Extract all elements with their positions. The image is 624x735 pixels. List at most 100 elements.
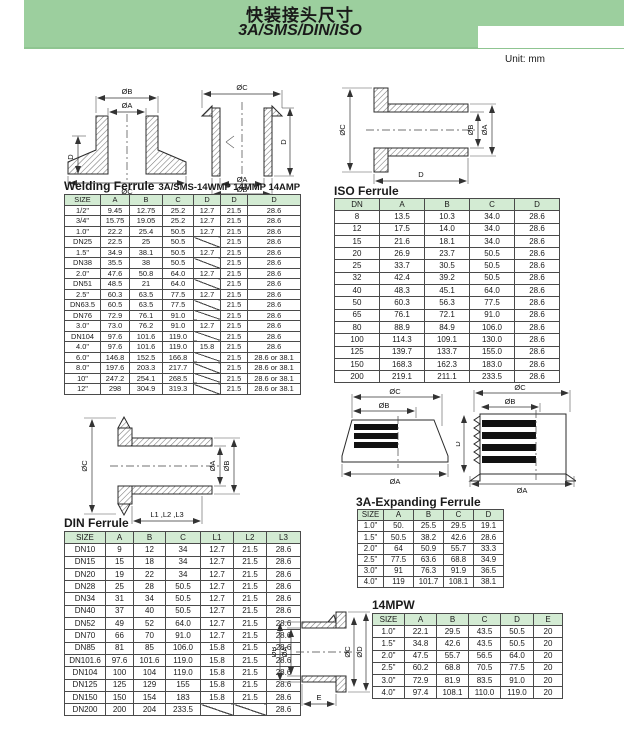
table-cell: 64.0 — [500, 649, 534, 663]
iso-ferrule-table: DN A B C D 8 13.5 10.3 34.0 28.6 12 17.5 14.0 34.0 28.… — [334, 197, 560, 384]
table-cell: 40 — [133, 604, 166, 619]
column-header: L2 — [233, 530, 267, 545]
table-cell: 50. — [383, 520, 414, 533]
table-cell: 100 — [334, 333, 380, 347]
table-cell: 233.5 — [469, 370, 515, 384]
dim-label-phi-c: ØC — [389, 387, 401, 396]
table-cell: 25 — [129, 236, 163, 248]
table-cell: 106.0 — [165, 641, 201, 655]
table-cell: 28.6 — [514, 234, 560, 249]
table-cell: 12.7 — [193, 204, 221, 216]
table-cell — [193, 383, 221, 395]
table-cell: 3/4" — [64, 215, 101, 227]
dim-label-phi-b: ØB — [466, 125, 475, 136]
table-cell — [193, 257, 221, 269]
table-header-row: DN A B C D — [334, 197, 560, 212]
table-cell: 1.0" — [357, 520, 384, 533]
expanding-ferrule-diagram-b: ØC ØB D ØA — [456, 383, 576, 494]
table-cell: DN28 — [64, 580, 106, 594]
table-cell: 28.6 — [514, 259, 560, 273]
table-cell: 12" — [64, 383, 101, 395]
column-header: A — [383, 508, 414, 522]
table-header-row: SIZE A B C D D D — [64, 194, 301, 206]
table-cell: 28.6 — [266, 690, 301, 705]
table-cell: 28.6 — [514, 271, 560, 286]
table-cell: 6.0" — [64, 351, 101, 363]
table-row: 50 60.3 56.3 77.5 28.6 — [334, 296, 560, 310]
table-cell: 154 — [133, 690, 166, 705]
table-cell: 319.3 — [162, 383, 194, 395]
table-cell: 15 — [105, 555, 134, 569]
table-cell: 133.7 — [424, 345, 470, 359]
expanding-table-heading: 3A-Expanding Ferrule — [356, 495, 481, 509]
table-cell: 50.5 — [165, 592, 201, 606]
table-cell: 28 — [133, 580, 166, 594]
table-cell: 15.8 — [200, 690, 234, 705]
table-cell: DN25 — [64, 236, 101, 248]
table-cell: 28.6 — [514, 210, 560, 224]
table-cell: 298 — [100, 383, 130, 395]
table-cell: 125 — [334, 345, 380, 359]
column-header: D — [193, 194, 221, 206]
table-cell: 91.9 — [443, 564, 474, 578]
column-header: DN — [334, 197, 380, 212]
table-cell: 168.3 — [379, 357, 425, 372]
table-cell: 21.5 — [220, 236, 248, 248]
table-cell: 21.5 — [220, 341, 248, 353]
table-cell: 37 — [105, 604, 134, 619]
table-cell: 42.4 — [379, 271, 425, 286]
table-cell: 21.5 — [220, 320, 248, 332]
table-cell: 1.5" — [357, 531, 384, 544]
table-cell: 21.5 — [220, 372, 248, 384]
table-cell: 219.1 — [379, 370, 425, 384]
table-cell: 304.9 — [129, 383, 163, 395]
table-cell: 18.1 — [424, 234, 470, 249]
table-cell: 34.0 — [469, 222, 515, 236]
table-cell: 12.7 — [193, 246, 221, 258]
table-cell: 34.0 — [469, 210, 515, 224]
table-cell: 29.5 — [436, 625, 469, 639]
dim-label-phi-a: ØA — [122, 101, 133, 110]
table-row: 2.0" 47.6 50.8 64.0 12.7 21.5 28.6 — [64, 267, 301, 279]
table-cell: 73.0 — [100, 320, 130, 332]
table-cell: 60.3 — [100, 288, 130, 300]
table-cell: 12.7 — [193, 288, 221, 300]
table-row: 2.5" 60.2 68.8 70.5 77.5 20 — [372, 661, 563, 675]
table-row: DN125 125 129 155 15.8 21.5 28.6 — [64, 678, 301, 692]
table-cell: 47.6 — [100, 267, 130, 279]
column-header: A — [100, 194, 130, 206]
table-cell: 8.0" — [64, 362, 101, 374]
table-cell: 114.3 — [379, 333, 425, 347]
table-row: 1.0" 22.1 29.5 43.5 50.5 20 — [372, 625, 563, 639]
table-cell: 101.6 — [129, 341, 163, 353]
table-cell: 42.6 — [443, 531, 474, 544]
table-cell: 28.6 — [247, 278, 301, 290]
expanding-ferrule-table: SIZE A B C D 1.0" 50. 25.5 29.5 19.1 1.5" 50.5 38.2 4… — [357, 508, 504, 589]
iso-ferrule-diagram: ØC ØB ØA D — [338, 87, 496, 184]
table-cell — [193, 372, 221, 384]
table-row: DN34 31 34 50.5 12.7 21.5 28.6 — [64, 592, 301, 606]
column-header: E — [533, 612, 563, 627]
table-cell: 70.5 — [468, 661, 501, 675]
dim-label-phi-b: ØB — [505, 397, 516, 406]
table-cell: 38 — [129, 257, 163, 269]
table-cell: 28.6 — [514, 345, 560, 359]
din-table-title: DIN Ferrule — [64, 516, 129, 530]
table-cell: 72.9 — [100, 309, 130, 321]
table-cell: 77.5 — [162, 299, 194, 311]
mpw-table-heading: 14MPW — [372, 598, 415, 612]
table-cell: 21.5 — [233, 580, 267, 594]
table-cell: 22.1 — [404, 625, 437, 639]
table-cell: 233.5 — [165, 703, 201, 717]
table-cell: 38.1 — [473, 576, 504, 589]
table-cell: 77.5 — [469, 296, 515, 310]
table-row: 8 13.5 10.3 34.0 28.6 — [334, 210, 560, 224]
table-cell: 50.5 — [500, 637, 534, 651]
table-cell: 108.1 — [443, 576, 474, 589]
table-cell: 28.6 — [247, 246, 301, 258]
table-cell: 197.6 — [100, 362, 130, 374]
table-cell: 21.5 — [233, 653, 267, 668]
table-cell: 1.5" — [372, 637, 405, 651]
page-title-standards: 3A/SMS/DIN/ISO — [238, 22, 362, 39]
table-cell: 91.0 — [469, 308, 515, 322]
